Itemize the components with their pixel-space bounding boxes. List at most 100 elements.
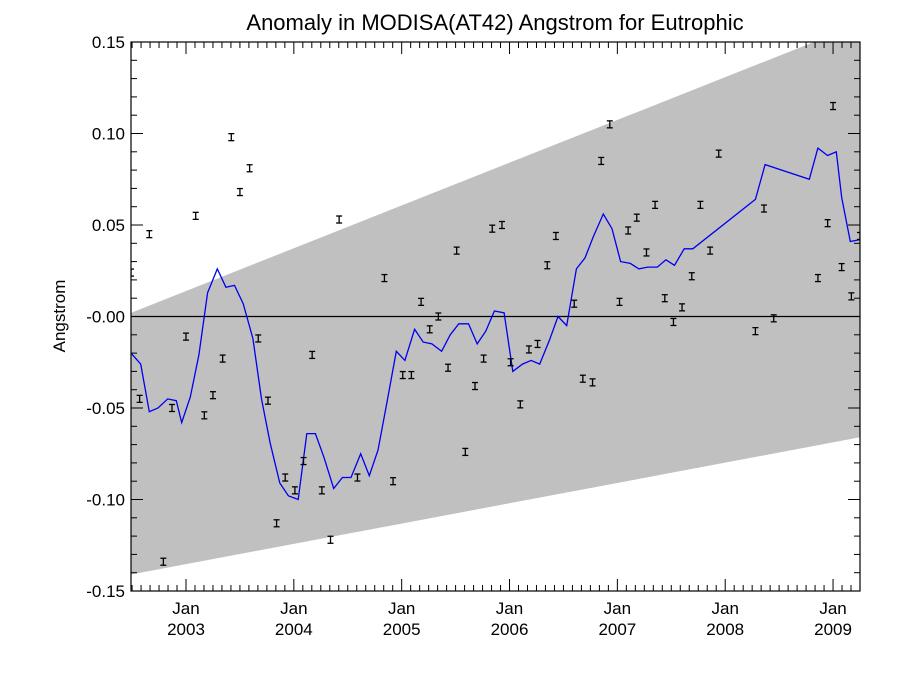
error-bar-point	[426, 325, 433, 334]
error-bar-point	[264, 396, 271, 405]
error-bar-point	[838, 262, 845, 272]
error-bar-point	[498, 220, 505, 230]
error-bar-point	[192, 211, 199, 221]
error-bar-point	[131, 268, 134, 277]
x-tick-year-label: 2008	[706, 620, 744, 639]
error-bar-point	[824, 219, 831, 228]
x-tick-month-label: Jan	[280, 599, 307, 618]
error-bar-point	[209, 391, 216, 400]
error-bar-point	[291, 486, 298, 495]
error-bar-point	[552, 231, 559, 241]
x-tick-month-label: Jan	[711, 599, 738, 618]
error-bar-point	[435, 312, 442, 321]
error-bar-point	[688, 272, 695, 281]
error-bar-point	[579, 374, 586, 383]
error-bar-point	[814, 273, 821, 283]
error-bar-point	[534, 339, 541, 349]
plot-area: 0.15 0.10 0.05 -0.00 -0.05 -0.10 -0.15 Jan 2003…	[86, 33, 861, 639]
error-bar-point	[318, 486, 325, 495]
error-bar-point	[752, 326, 759, 336]
error-bar-point	[160, 557, 167, 566]
error-bar-point	[598, 156, 605, 166]
error-bar-point	[255, 334, 262, 343]
error-bar-point	[489, 224, 496, 233]
error-bar-points	[131, 101, 860, 566]
error-bar-point	[146, 229, 153, 239]
error-bar-point	[228, 133, 235, 142]
y-tick-label: -0.05	[86, 399, 125, 418]
error-bar-point	[354, 473, 361, 482]
y-tick-label: 0.15	[92, 33, 125, 52]
error-bar-point	[236, 187, 243, 197]
error-bar-point	[201, 411, 208, 420]
error-bar-point	[300, 456, 307, 466]
x-tick-month-label: Jan	[388, 599, 415, 618]
error-bar-point	[219, 354, 226, 363]
error-bar-point	[715, 149, 722, 158]
error-bar-point	[857, 231, 860, 241]
x-tick-month-label: Jan	[604, 599, 631, 618]
x-tick-month-label: Jan	[819, 599, 846, 618]
error-bar-point	[525, 345, 532, 354]
y-tick-label: -0.10	[86, 491, 125, 510]
error-bar-point	[453, 246, 460, 255]
error-bar-point	[168, 403, 175, 413]
error-bar-point	[589, 378, 596, 387]
error-bar-point	[246, 164, 253, 173]
error-bar-point	[273, 519, 280, 528]
error-bar-point	[761, 204, 768, 213]
error-bar-point	[544, 261, 551, 270]
error-bar-point	[182, 332, 189, 341]
error-bar-point	[399, 370, 406, 380]
error-bar-point	[327, 535, 334, 544]
error-bar-point	[408, 370, 415, 380]
confidence-band	[131, 42, 860, 575]
y-axis-label: Angstrom	[50, 280, 69, 353]
error-bar-point	[480, 354, 487, 363]
x-tick-year-label: 2006	[491, 620, 529, 639]
error-bar-point	[517, 400, 524, 409]
error-bar-point	[616, 297, 623, 307]
chart-title: Anomaly in MODISA(AT42) Angstrom for Eut…	[246, 10, 743, 35]
error-bar-point	[848, 292, 855, 301]
x-axis: Jan 2003 Jan 2004 Jan 2005 Jan 2006 Jan 2007 Jan 20…	[131, 42, 861, 639]
error-bar-point	[830, 101, 837, 111]
x-tick-year-label: 2009	[814, 620, 852, 639]
error-bar-point	[472, 381, 479, 391]
error-bar-point	[679, 303, 686, 312]
error-bar-point	[707, 246, 714, 255]
error-bar-point	[770, 314, 777, 323]
error-bar-point	[381, 273, 388, 283]
error-bar-point	[462, 447, 469, 457]
error-bar-point	[336, 215, 343, 224]
y-tick-label: 0.05	[92, 216, 125, 235]
y-axis: 0.15 0.10 0.05 -0.00 -0.05 -0.10 -0.15	[86, 33, 860, 601]
error-bar-point	[282, 473, 289, 482]
x-tick-month-label: Jan	[496, 599, 523, 618]
anomaly-line	[131, 146, 860, 501]
x-tick-year-label: 2004	[275, 620, 313, 639]
error-bar-point	[670, 317, 677, 327]
error-bar-point	[309, 350, 316, 360]
error-bar-point	[697, 200, 704, 210]
x-tick-month-label: Jan	[172, 599, 199, 618]
x-tick-year-label: 2003	[167, 620, 205, 639]
error-bar-point	[643, 248, 650, 257]
x-tick-year-label: 2005	[383, 620, 421, 639]
error-bar-point	[418, 297, 425, 307]
y-tick-label: -0.00	[86, 308, 125, 327]
error-bar-point	[507, 358, 514, 367]
error-bar-point	[625, 226, 632, 235]
error-bar-point	[136, 394, 143, 404]
error-bar-point	[390, 477, 397, 486]
y-tick-label: -0.15	[86, 582, 125, 601]
y-tick-label: 0.10	[92, 125, 125, 144]
error-bar-point	[571, 299, 578, 308]
error-bar-point	[661, 294, 668, 303]
error-bar-point	[652, 200, 659, 210]
x-tick-year-label: 2007	[598, 620, 636, 639]
error-bar-point	[633, 213, 640, 222]
error-bar-point	[445, 363, 452, 372]
error-bar-point	[606, 120, 613, 129]
